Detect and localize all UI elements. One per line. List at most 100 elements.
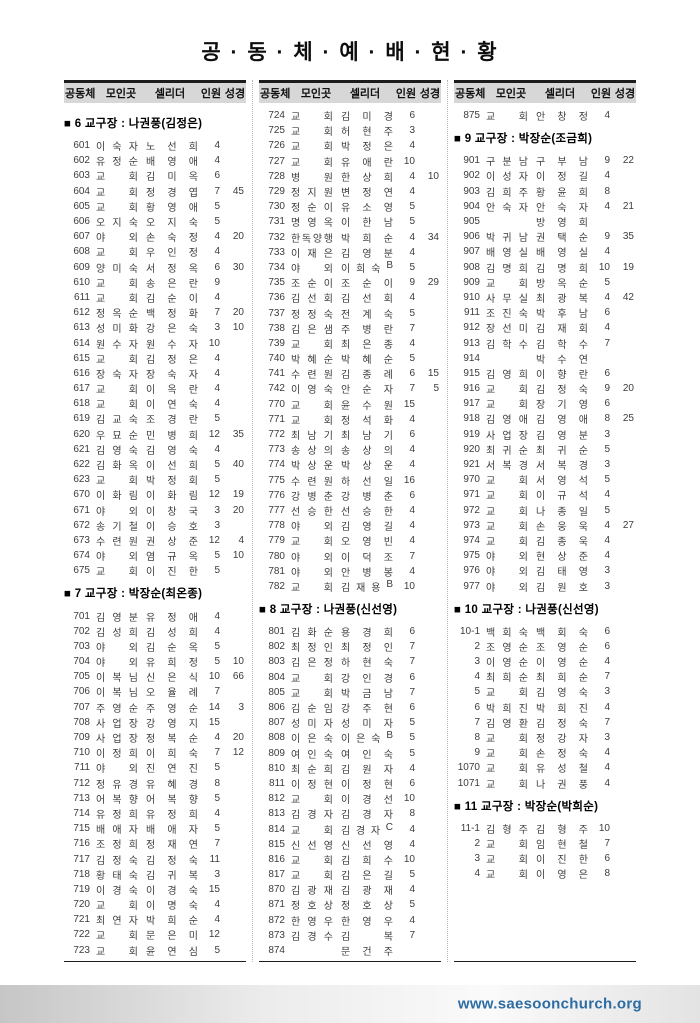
community-id: 916	[463, 383, 480, 395]
table-row: 973 교 회 손 웅 욱 4 27	[454, 518, 636, 533]
community-id: 672	[73, 519, 90, 531]
member-count: 4	[214, 291, 220, 303]
member-count: 10	[403, 853, 415, 865]
member-count: 5	[409, 717, 415, 729]
table-row: 741 수 련 원 김 종 례 6 15	[259, 366, 441, 381]
header-meeting-place: 모인곳	[495, 88, 527, 100]
member-count: 4	[214, 807, 220, 819]
table-row: 914 박 수 연	[454, 351, 636, 366]
table-row: 740 박 혜 순 박 혜 순 5	[259, 351, 441, 366]
member-count: 4	[214, 155, 220, 167]
table-row: 977 야 외 김 원 호 3	[454, 578, 636, 594]
community-id: 9	[474, 747, 480, 759]
table-row: 613 성 미 화 강 은 숙 3 10	[64, 320, 246, 335]
community-id: 808	[268, 732, 285, 744]
page-title: 공 · 동 · 체 · 예 · 배 · 현 · 황	[201, 41, 499, 64]
table-row: 810 최 순 희 김 원 자 4	[259, 761, 441, 776]
community-id: 2	[474, 640, 480, 652]
table-row: 724 교 회 김 미 경 6	[259, 108, 441, 123]
table-row: 736 김 선 회 김 선 회 4	[259, 290, 441, 305]
member-count: 7	[409, 550, 415, 562]
member-count: 4	[409, 231, 415, 243]
table-row: 918 김 영 애 김 영 애 8 25	[454, 411, 636, 426]
member-count: 7	[604, 837, 610, 849]
member-count: 3	[604, 428, 610, 440]
member-count: 12	[208, 489, 220, 501]
bible-count: 42	[622, 291, 634, 303]
table-row: 723 교 회 윤 연 심 5	[64, 943, 246, 958]
header-bible: 성경	[419, 88, 441, 100]
member-count: 5	[409, 201, 415, 213]
member-count: 4	[214, 625, 220, 637]
member-count: 6	[409, 777, 415, 789]
community-id: 904	[463, 200, 480, 212]
table-row: 675 교 회 이 진 한 5	[64, 563, 246, 578]
member-count: 16	[403, 474, 415, 486]
member-count: 5	[604, 443, 610, 455]
member-count: 7	[409, 929, 415, 941]
member-count: 6	[604, 398, 610, 410]
member-count: 4	[214, 732, 220, 744]
member-count: 6	[409, 702, 415, 714]
header-community: 공동체	[65, 88, 96, 100]
bible-count: 35	[232, 428, 244, 440]
member-count: 5	[409, 307, 415, 319]
table-row: 813 김 경 자 김 경 자 8	[259, 806, 441, 821]
table-row: 672 송 기 철 이 승 호 3	[64, 518, 246, 533]
header-meeting-place: 모인곳	[105, 88, 137, 100]
table-row: 702 김 성 희 김 성 희 4	[64, 624, 246, 639]
community-id: 873	[268, 929, 285, 941]
member-count: 5	[214, 200, 220, 212]
member-count: 4	[604, 550, 610, 562]
community-id: 739	[268, 337, 285, 349]
community-id: 976	[463, 565, 480, 577]
member-count: 8	[409, 808, 415, 820]
member-count: 6	[604, 307, 610, 319]
member-count: 6	[409, 368, 415, 380]
community-id: 816	[268, 853, 285, 865]
column-body: ■ 6 교구장 : 나권풍(김정은) 601 이 숙 자 노 선 희 4 602 유 정 순 배 영 애 4 60…	[64, 103, 246, 964]
community-id: 723	[73, 944, 90, 956]
member-count: 12	[208, 428, 220, 440]
member-count: 4	[604, 762, 610, 774]
table-row: 905 방 영 희	[454, 214, 636, 229]
table-row: 701 김 영 분 유 정 애 4	[64, 608, 246, 624]
